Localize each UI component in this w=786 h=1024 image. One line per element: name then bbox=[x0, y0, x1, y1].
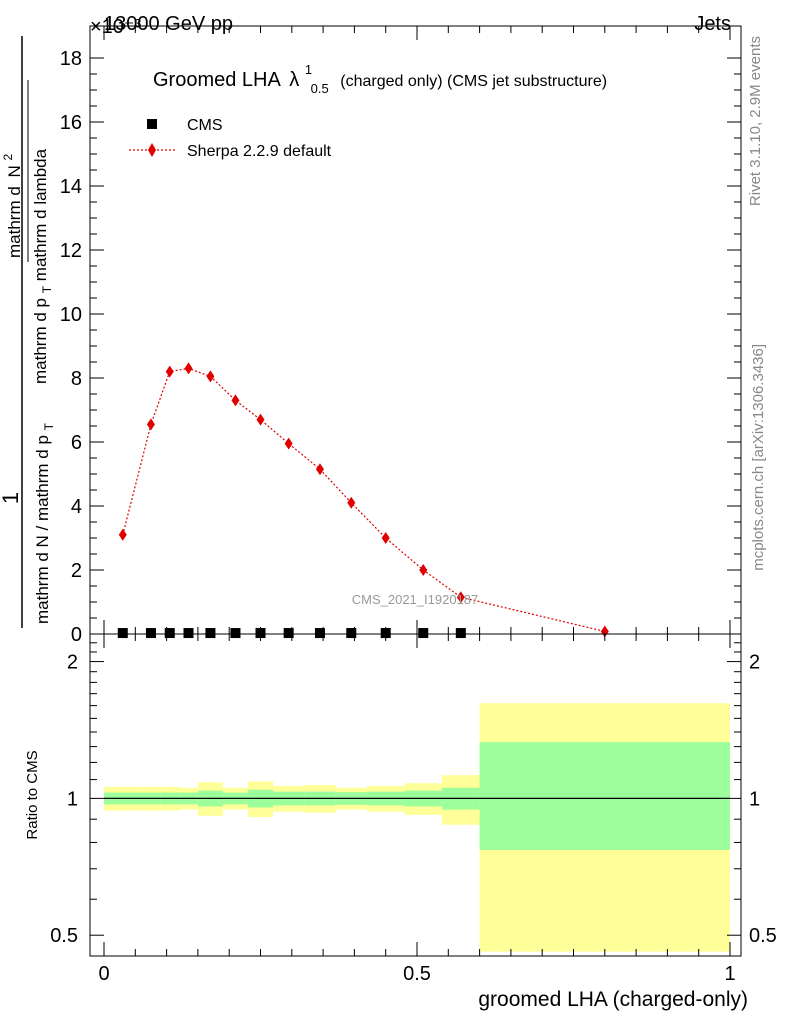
ratio-y-tick-label-right: 0.5 bbox=[749, 925, 777, 947]
legend-label-cms: CMS bbox=[187, 117, 223, 134]
legend-marker-cms bbox=[147, 119, 157, 129]
cms-point bbox=[117, 628, 128, 639]
sherpa-point bbox=[165, 365, 174, 378]
main-plot-panel: 0 2 4 6 8 10 12 14 16 18 Groomed LHA λ 1 0.5 (cha… bbox=[0, 25, 742, 646]
ratio-frame bbox=[89, 633, 742, 957]
ratio-y-label: Ratio to CMS bbox=[24, 750, 41, 839]
header-category: Jets bbox=[694, 13, 731, 35]
sherpa-point bbox=[419, 564, 428, 576]
main-data-layer bbox=[117, 362, 609, 639]
sherpa-point bbox=[381, 532, 390, 544]
sherpa-point bbox=[284, 437, 293, 450]
cms-point bbox=[314, 628, 325, 639]
cms-point bbox=[455, 628, 466, 639]
sherpa-point bbox=[146, 418, 155, 431]
main-y-tick-label: 12 bbox=[60, 240, 82, 262]
cms-point bbox=[205, 628, 216, 639]
ratio-y-tick-label: 2 bbox=[67, 652, 78, 674]
main-y-label: 1 mathrm d N / mathrm d p T mathrm d N 2… bbox=[0, 36, 56, 628]
cms-point bbox=[380, 628, 391, 639]
header-energy: 13000 GeV pp bbox=[104, 13, 233, 35]
ylabel-den-top: mathrm d N / mathrm d p T bbox=[33, 422, 56, 624]
main-y-tick-label: 0 bbox=[71, 624, 82, 646]
x-axis-label: groomed LHA (charged-only) bbox=[478, 988, 748, 1011]
ratio-axes: 0.5 0.5 1 1 2 2 0 0.5 1 bbox=[50, 634, 777, 985]
ylabel-num-bottom: mathrm d N 2 bbox=[1, 153, 24, 258]
rivet-label: Rivet 3.1.10, 2.9M events bbox=[747, 36, 764, 206]
cms-point bbox=[164, 628, 175, 639]
ylabel-den-bottom: mathrm d p T mathrm d lambda bbox=[31, 148, 55, 384]
ratio-y-tick-label-right: 2 bbox=[749, 652, 760, 674]
sherpa-point bbox=[256, 413, 265, 426]
sherpa-point bbox=[184, 362, 193, 375]
ratio-stat-band bbox=[479, 742, 730, 850]
sherpa-point bbox=[118, 528, 127, 541]
cms-point bbox=[255, 628, 266, 639]
main-y-tick-label: 8 bbox=[71, 368, 82, 390]
y-exponent: ×10⁻³ bbox=[90, 16, 141, 38]
legend-marker-sherpa bbox=[148, 143, 156, 157]
cms-point bbox=[145, 628, 156, 639]
plot-title: Groomed LHA λ 1 0.5 (charged only) (CMS … bbox=[153, 57, 607, 98]
ratio-bands-layer bbox=[104, 703, 730, 952]
ratio-y-tick-label: 1 bbox=[67, 788, 78, 810]
x-tick-label: 1 bbox=[724, 963, 735, 985]
main-y-tick-label: 2 bbox=[71, 560, 82, 582]
legend-label-sherpa: Sherpa 2.2.9 default bbox=[187, 143, 332, 160]
mcplots-label: mcplots.cern.ch [arXiv:1306.3436] bbox=[750, 344, 767, 571]
cms-point bbox=[183, 628, 194, 639]
cms-point bbox=[346, 628, 357, 639]
main-y-tick-label: 6 bbox=[71, 432, 82, 454]
main-y-tick-label: 4 bbox=[71, 496, 82, 518]
sherpa-point bbox=[347, 496, 356, 509]
ylabel-num-top: 1 bbox=[0, 492, 23, 504]
main-y-tick-label: 14 bbox=[60, 176, 82, 198]
x-tick-label: 0.5 bbox=[403, 963, 431, 985]
main-y-axis: 0 2 4 6 8 10 12 14 16 18 bbox=[60, 26, 741, 646]
ratio-y-tick-label: 0.5 bbox=[50, 925, 78, 947]
sherpa-point bbox=[231, 394, 240, 407]
sherpa-point bbox=[456, 591, 465, 604]
cms-point bbox=[418, 628, 429, 639]
sherpa-point bbox=[206, 370, 215, 383]
analysis-watermark: CMS_2021_I1920187 bbox=[352, 592, 479, 607]
ratio-y-tick-label-right: 1 bbox=[749, 788, 760, 810]
legend: CMS Sherpa 2.2.9 default bbox=[129, 117, 332, 160]
main-y-tick-label: 10 bbox=[60, 304, 82, 326]
ratio-plot-panel: 0.5 0.5 1 1 2 2 0 0.5 1 Ratio to CMS groomed LHA… bbox=[24, 633, 777, 1011]
cms-point bbox=[283, 628, 294, 639]
sherpa-point bbox=[315, 463, 324, 476]
cms-point bbox=[230, 628, 241, 639]
main-y-tick-label: 16 bbox=[60, 112, 82, 134]
main-y-tick-label: 18 bbox=[60, 48, 82, 70]
x-tick-label: 0 bbox=[98, 963, 109, 985]
